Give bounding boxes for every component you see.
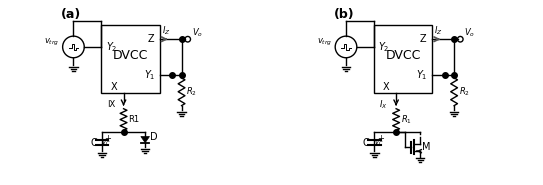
Text: $Y_1$: $Y_1$ bbox=[144, 68, 155, 82]
Text: DVCC: DVCC bbox=[386, 49, 421, 62]
Text: (a): (a) bbox=[61, 8, 81, 21]
Text: $R_2$: $R_2$ bbox=[459, 85, 470, 98]
Text: +: + bbox=[104, 134, 111, 143]
Text: $Y_2$: $Y_2$ bbox=[378, 40, 390, 54]
Text: $I_Z$: $I_Z$ bbox=[162, 24, 171, 37]
Text: +: + bbox=[377, 134, 384, 143]
Text: $V_o$: $V_o$ bbox=[192, 26, 203, 39]
Text: (b): (b) bbox=[333, 8, 354, 21]
Text: $Y_2$: $Y_2$ bbox=[106, 40, 117, 54]
Text: $R_1$: $R_1$ bbox=[401, 113, 412, 126]
Text: $v_{trg}$: $v_{trg}$ bbox=[317, 37, 332, 48]
Text: IX: IX bbox=[107, 100, 115, 109]
Text: $v_{trg}$: $v_{trg}$ bbox=[45, 37, 60, 48]
Text: $v_C$: $v_C$ bbox=[374, 139, 383, 148]
Text: $I_X$: $I_X$ bbox=[380, 99, 388, 111]
Text: X: X bbox=[110, 82, 117, 92]
Text: C: C bbox=[90, 138, 97, 148]
Text: M: M bbox=[422, 142, 431, 152]
Text: D: D bbox=[150, 132, 157, 142]
Text: $v_C$: $v_C$ bbox=[101, 139, 111, 148]
Bar bbox=[374, 25, 432, 93]
Polygon shape bbox=[141, 137, 149, 143]
Text: Z: Z bbox=[147, 34, 154, 44]
Text: X: X bbox=[383, 82, 389, 92]
Text: Z: Z bbox=[420, 34, 426, 44]
Text: C: C bbox=[363, 138, 369, 148]
Text: $I_Z$: $I_Z$ bbox=[434, 24, 443, 37]
Bar bbox=[101, 25, 160, 93]
Text: $Y_1$: $Y_1$ bbox=[416, 68, 428, 82]
Text: $V_o$: $V_o$ bbox=[464, 26, 475, 39]
Text: $R_2$: $R_2$ bbox=[186, 85, 197, 98]
Text: R1: R1 bbox=[128, 115, 140, 124]
Text: DVCC: DVCC bbox=[113, 49, 148, 62]
